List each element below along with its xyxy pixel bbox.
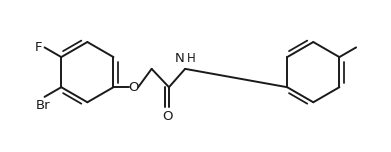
Text: F: F bbox=[34, 41, 42, 54]
Text: H: H bbox=[187, 52, 196, 65]
Text: O: O bbox=[162, 110, 172, 123]
Text: N: N bbox=[175, 52, 185, 65]
Text: O: O bbox=[128, 81, 139, 94]
Text: Br: Br bbox=[35, 99, 50, 112]
